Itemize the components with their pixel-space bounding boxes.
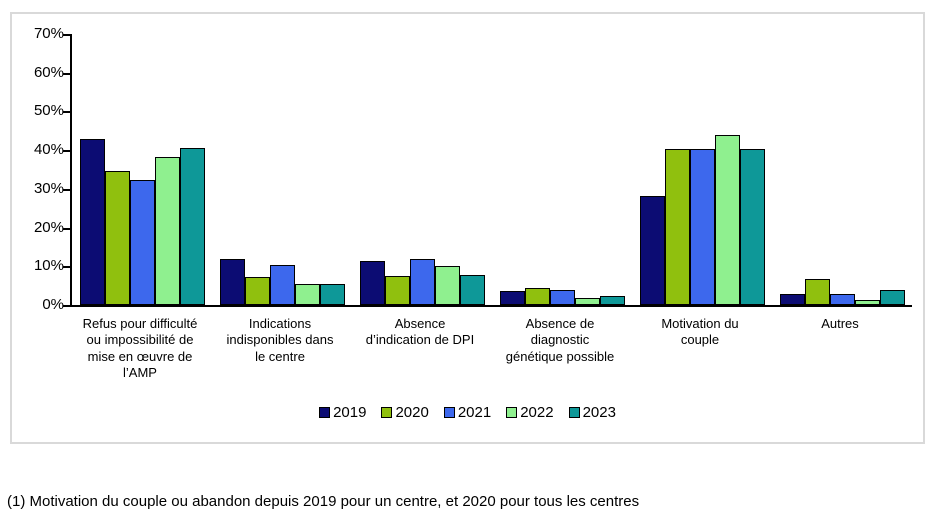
legend-label: 2019: [333, 404, 367, 421]
bar-group: [492, 288, 632, 305]
bar-2019: [79, 139, 105, 305]
bar-2022: [714, 135, 740, 305]
bar-2019: [779, 294, 805, 305]
legend-item-2022: 2022: [506, 404, 554, 421]
bar-2022: [854, 300, 880, 305]
legend-label: 2021: [457, 404, 492, 421]
bar-group: [72, 139, 212, 305]
x-axis-labels: Refus pour difficulté ou impossibilité d…: [70, 316, 910, 381]
bar-2020: [104, 171, 130, 305]
bar-2021: [409, 259, 435, 305]
bar-group: [772, 279, 912, 305]
y-tick-label: 70%: [33, 25, 64, 42]
y-tick-label: 40%: [33, 141, 64, 159]
bar-2021: [829, 294, 855, 305]
bar-2019: [359, 261, 385, 305]
bar-2020: [384, 276, 410, 305]
bar-2023: [879, 290, 905, 305]
bar-2021: [689, 149, 715, 305]
bar-2022: [434, 266, 460, 305]
bar-2023: [739, 149, 765, 305]
y-tick-mark: [63, 111, 70, 114]
bar-2021: [269, 265, 295, 305]
legend-label: 2023: [582, 404, 616, 421]
bar-group: [352, 259, 492, 305]
bar-2020: [524, 288, 550, 305]
legend-swatch-icon: [381, 407, 393, 418]
y-tick-label: 60%: [33, 63, 64, 81]
legend-item-2021: 2021: [443, 404, 492, 421]
legend-swatch-icon: [319, 407, 331, 418]
bar-2021: [129, 180, 155, 305]
bar-2021: [549, 290, 575, 305]
bar-2020: [664, 149, 690, 305]
y-tick-label: 30%: [33, 179, 64, 197]
bar-2019: [219, 259, 245, 305]
bar-2022: [574, 298, 600, 305]
bar-group: [212, 259, 352, 305]
bar-group: [632, 135, 772, 305]
legend: 2019 2020 2021 2022 2023: [12, 404, 923, 421]
bar-2023: [599, 296, 625, 305]
footnote: (1) Motivation du couple ou abandon depu…: [7, 493, 640, 510]
y-tick-label: 0%: [42, 296, 64, 313]
y-tick-mark: [63, 72, 70, 75]
y-tick-mark: [63, 188, 70, 191]
x-axis-category-label: Absence de diagnostic génétique possible: [505, 316, 615, 364]
bar-2022: [294, 284, 320, 305]
bar-2022: [154, 157, 180, 305]
y-tick-mark: [63, 227, 70, 230]
legend-swatch-icon: [506, 407, 518, 418]
bar-groups: [72, 34, 912, 305]
y-tick-mark: [63, 150, 70, 153]
plot-area: [70, 34, 912, 307]
x-axis-category-label: Autres: [821, 316, 859, 331]
y-tick-label: 10%: [33, 257, 64, 275]
y-tick-mark: [63, 34, 70, 36]
y-tick-mark: [63, 305, 70, 307]
legend-item-2019: 2019: [319, 404, 366, 421]
y-tick-label: 20%: [33, 218, 64, 236]
legend-label: 2020: [395, 404, 429, 421]
bar-2019: [639, 196, 665, 305]
bar-2020: [804, 279, 830, 305]
legend-swatch-icon: [568, 407, 580, 418]
x-axis-category-label: Absence d’indication de DPI: [365, 316, 475, 348]
bar-2023: [319, 284, 345, 305]
bar-2019: [499, 291, 525, 305]
bar-2023: [179, 148, 205, 305]
y-tick-mark: [63, 266, 70, 269]
y-tick-label: 50%: [33, 102, 64, 120]
x-axis-category-label: Indications indisponibles dans le centre: [226, 316, 334, 364]
bar-2023: [459, 275, 485, 305]
legend-swatch-icon: [443, 407, 455, 418]
x-axis-category-label: Motivation du couple: [661, 316, 739, 348]
legend-label: 2022: [520, 404, 554, 421]
x-axis-category-label: Refus pour difficulté ou impossibilité d…: [82, 316, 198, 380]
legend-item-2020: 2020: [381, 404, 429, 421]
legend-item-2023: 2023: [568, 404, 616, 421]
chart-frame: 0% 10% 20% 30% 40% 50% 60% 70% Refus pour diffi…: [10, 12, 925, 444]
bar-2020: [244, 277, 270, 305]
